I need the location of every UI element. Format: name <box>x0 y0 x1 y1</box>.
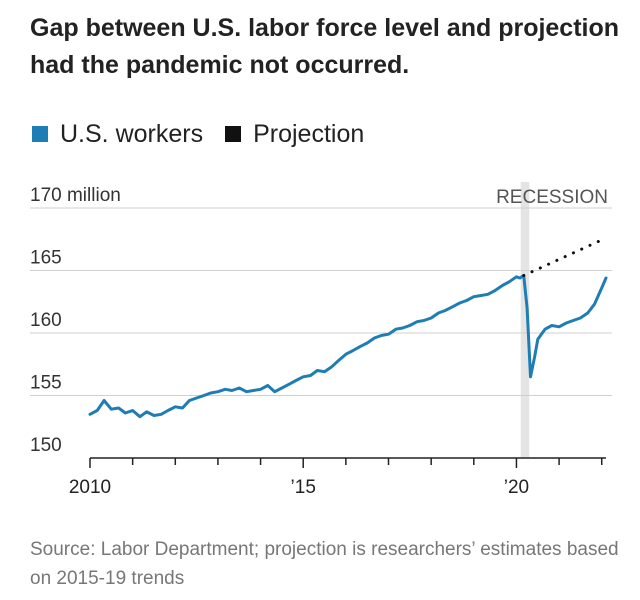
legend-item-projection: Projection <box>225 120 364 149</box>
x-tick-label: 2010 <box>69 477 111 498</box>
legend-item-workers: U.S. workers <box>32 120 203 149</box>
legend-swatch-projection <box>225 126 242 142</box>
projection-line <box>522 236 608 277</box>
legend: U.S. workers Projection <box>32 116 386 152</box>
x-tick-label: ’15 <box>291 477 316 498</box>
y-tick-label: 165 <box>30 248 62 269</box>
recession-band <box>520 182 530 458</box>
recession-label: RECESSION <box>496 187 608 208</box>
chart-title: Gap between U.S. labor force level and p… <box>30 14 620 79</box>
y-tick-label: 170 million <box>30 185 121 206</box>
y-tick-label: 160 <box>30 310 62 331</box>
y-tick-label: 155 <box>30 373 62 394</box>
legend-swatch-workers <box>32 126 48 142</box>
source-note: Source: Labor Department; projection is … <box>30 539 619 589</box>
y-tick-label: 150 <box>30 435 62 456</box>
x-tick-label: ’20 <box>504 477 529 498</box>
us-workers-line <box>88 274 608 419</box>
legend-label-projection: Projection <box>253 119 365 148</box>
line-chart: 170 million 165 160 155 150 RECESSION 2010 ’15 ’… <box>30 182 612 498</box>
legend-label-workers: U.S. workers <box>60 119 204 148</box>
